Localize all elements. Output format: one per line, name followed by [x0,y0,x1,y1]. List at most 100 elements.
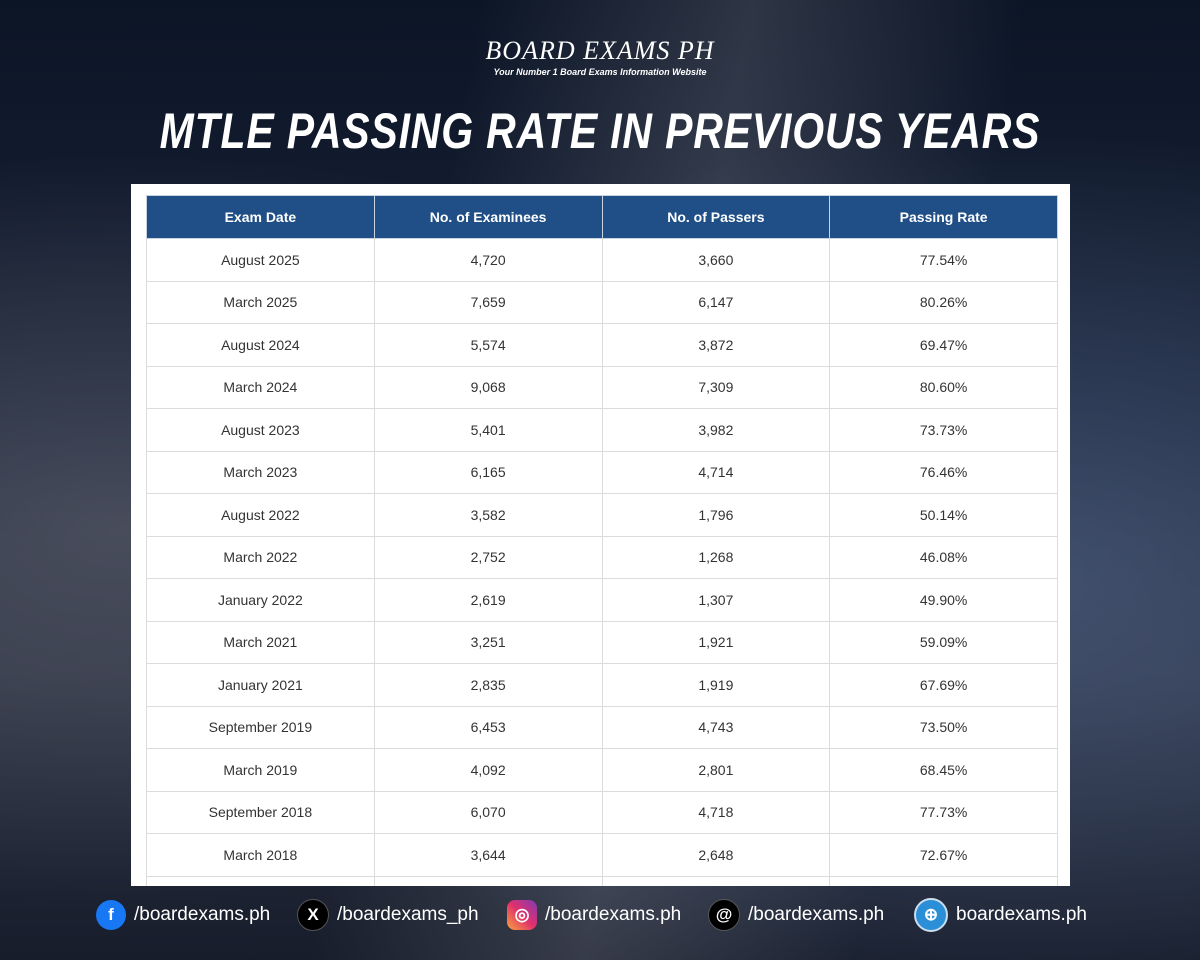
table-cell: August 2017 [146,875,375,886]
table-cell: 3,582 [373,493,603,537]
table-cell: 76.46% [829,450,1058,494]
table-cell: 5,401 [373,408,603,452]
table-cell: September 2019 [146,705,375,749]
table-cell: August 2022 [146,493,375,537]
table-cell: 80.60% [829,365,1058,409]
tagline: Your Number 1 Board Exams Information We… [493,67,707,77]
table-cell: August 2024 [146,323,375,367]
table-cell: 6,165 [373,450,603,494]
table-cell: 80.26% [829,280,1058,324]
table-cell: 7,659 [373,280,603,324]
header-row: Exam Date No. of Examinees No. of Passers P… [146,195,1058,239]
table-row: September 2018 6,070 4,718 77.73% [146,790,1058,834]
table-cell: 1,921 [601,620,831,664]
table-cell: 2,648 [601,833,831,877]
column-header: Exam Date [146,195,375,239]
table-cell: September 2018 [146,790,375,834]
table-cell: 6,147 [601,280,831,324]
website-link[interactable]: ⊕ boardexams.ph [914,898,1087,932]
table-cell: 2,752 [373,535,603,579]
facebook-link[interactable]: f /boardexams.ph [96,898,270,932]
table-cell: 46.08% [829,535,1058,579]
table-cell: 50.14% [829,493,1058,537]
table-row: January 2022 2,619 1,307 49.90% [146,578,1058,622]
table-cell: 67.69% [829,663,1058,707]
link-text: /boardexams.ph [134,904,271,925]
table-cell: 5,661 [373,875,603,886]
table-cell: 1,268 [601,535,831,579]
table-cell: March 2021 [146,620,375,664]
table-cell: 3,644 [373,833,603,877]
table-cell: 49.90% [829,578,1058,622]
table: Exam Date No. of Examinees No. of Passers P… [146,195,1058,886]
globe-icon: ⊕ [914,898,948,932]
link-text: /boardexams_ph [337,904,479,925]
table-cell: 3,251 [373,620,603,664]
table-row: January 2021 2,835 1,919 67.69% [146,663,1058,707]
table-cell: 85.16% [829,875,1058,886]
table-cell: March 2025 [146,280,375,324]
table-row: March 2022 2,752 1,268 46.08% [146,535,1058,579]
column-header: Passing Rate [829,195,1058,239]
table-cell: March 2019 [146,748,375,792]
brand: BOARD EXAMS PH [485,36,715,65]
instagram-icon: ◎ [507,900,537,930]
title: MTLE PASSING RATE IN PREVIOUS YEARS [159,103,1041,159]
table-cell: August 2025 [146,238,375,282]
table-cell: August 2023 [146,408,375,452]
column-header: No. of Passers [601,195,831,239]
link-text: /boardexams.ph [748,904,885,925]
table-row: August 2024 5,574 3,872 69.47% [146,323,1058,367]
table-row: September 2019 6,453 4,743 73.50% [146,705,1058,749]
table-cell: 73.50% [829,705,1058,749]
table-row: August 2022 3,582 1,796 50.14% [146,493,1058,537]
table-cell: 77.54% [829,238,1058,282]
table-cell: January 2022 [146,578,375,622]
table-cell: 7,309 [601,365,831,409]
table-cell: March 2022 [146,535,375,579]
table-cell: 3,660 [601,238,831,282]
table-row: August 20175,6614,82185.16% [146,875,1058,886]
table-row: August 2023 5,401 3,982 73.73% [146,408,1058,452]
column-header: No. of Examinees [373,195,603,239]
table-cell: 4,718 [601,790,831,834]
table-cell: March 2023 [146,450,375,494]
instagram-link[interactable]: ◎ /boardexams.ph [507,898,681,932]
table-cell: 3,872 [601,323,831,367]
table-cell: 5,574 [373,323,603,367]
table-row: March 2024 9,068 7,309 80.60% [146,365,1058,409]
threads-link[interactable]: @ /boardexams.ph [708,898,884,932]
table-row: March 2021 3,251 1,921 59.09% [146,620,1058,664]
table-cell: 59.09% [829,620,1058,664]
table-cell: 4,720 [373,238,603,282]
table-row: March 2019 4,092 2,801 68.45% [146,748,1058,792]
footer: f /boardexams.ph X /boardexams_ph ◎ /boa… [0,898,1200,932]
table-cell: 2,619 [373,578,603,622]
table-row: March 2018 3,644 2,648 72.67% [146,833,1058,877]
table-cell: 1,307 [601,578,831,622]
table-panel: Exam Date No. of Examinees No. of Passers P… [131,184,1070,886]
table-cell: 9,068 [373,365,603,409]
table-cell: 4,092 [373,748,603,792]
table-cell: 6,453 [373,705,603,749]
table-cell: 1,796 [601,493,831,537]
table-cell: 4,743 [601,705,831,749]
table-cell: 2,835 [373,663,603,707]
table-cell: 69.47% [829,323,1058,367]
table-cell: 4,821 [601,875,831,886]
link-text: /boardexams.ph [545,904,682,925]
table-cell: 73.73% [829,408,1058,452]
threads-icon: @ [708,899,740,931]
table-cell: March 2024 [146,365,375,409]
table-row: August 2025 4,720 3,660 77.54% [146,238,1058,282]
table-row: March 2023 6,165 4,714 76.46% [146,450,1058,494]
table-cell: 6,070 [373,790,603,834]
table-cell: 4,714 [601,450,831,494]
table-body: August 2025 4,720 3,660 77.54% March 2025 7,6… [146,238,1058,886]
table-cell: 77.73% [829,790,1058,834]
table-cell: 3,982 [601,408,831,452]
table-cell: 68.45% [829,748,1058,792]
x-icon: X [297,899,329,931]
x-link[interactable]: X /boardexams_ph [297,898,479,932]
table-row: March 2025 7,659 6,147 80.26% [146,280,1058,324]
